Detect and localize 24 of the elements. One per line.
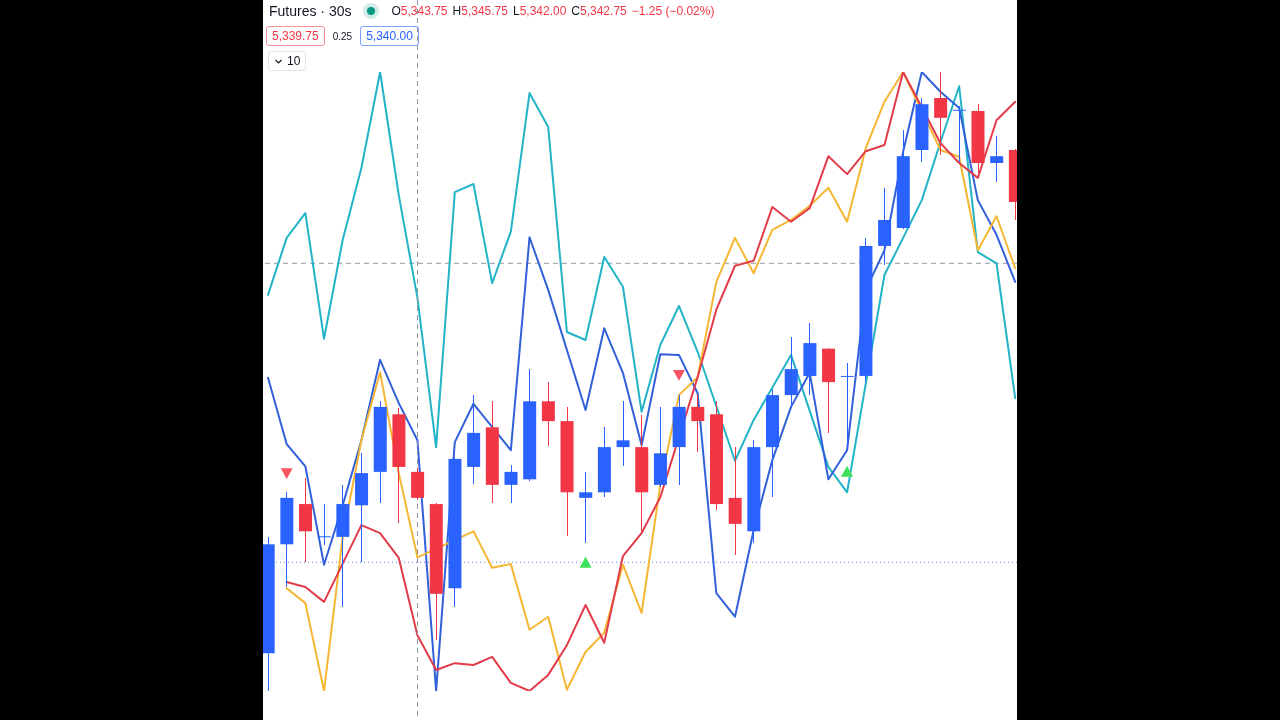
point [672, 369, 685, 381]
candlestick [990, 135, 1004, 183]
text: O5,343.75 [391, 4, 448, 18]
text: 5,339.75 [266, 26, 325, 46]
chart-title: Futures · 30s [269, 3, 352, 19]
point [579, 556, 592, 568]
candlestick [934, 72, 948, 156]
candlestick [840, 362, 854, 451]
candlestick [541, 381, 555, 447]
candlestick [616, 400, 630, 467]
text: 0.25 [332, 30, 353, 42]
text: −1.25 (−0.02%) [631, 4, 715, 18]
text: 10 [287, 54, 301, 68]
candlestick [504, 464, 518, 504]
point [841, 465, 854, 477]
text: C5,342.75 [571, 4, 627, 18]
text: 5,340.00 [360, 26, 419, 46]
point [280, 468, 293, 480]
text: H5,345.75 [452, 4, 508, 18]
candlestick [317, 503, 331, 546]
text: L5,342.00 [512, 4, 567, 18]
candlestick [579, 471, 593, 544]
candlestick [691, 394, 705, 453]
candlestick [952, 105, 966, 163]
